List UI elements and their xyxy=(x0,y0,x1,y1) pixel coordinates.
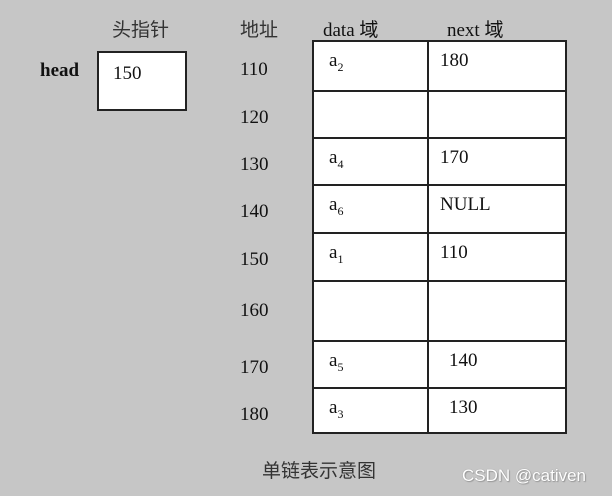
data-cell: a4 xyxy=(314,139,429,184)
linked-list-table: a2 180 a4 170 a6 NULL a1 110 a5 140 a3 130 xyxy=(312,40,567,434)
table-row: a6 NULL xyxy=(314,184,565,232)
next-value: 140 xyxy=(449,350,478,371)
table-row xyxy=(314,280,565,340)
table-row: a4 170 xyxy=(314,137,565,184)
data-base: a xyxy=(329,147,338,168)
next-value: 180 xyxy=(440,50,469,71)
address-label: 150 xyxy=(240,249,269,270)
data-cell xyxy=(314,282,429,340)
table-row xyxy=(314,90,565,137)
data-cell: a3 xyxy=(314,389,429,432)
data-cell: a1 xyxy=(314,234,429,280)
data-base: a xyxy=(329,50,338,71)
next-cell xyxy=(429,92,565,137)
data-base: a xyxy=(329,194,338,215)
data-cell xyxy=(314,92,429,137)
data-value: a1 xyxy=(329,242,343,267)
data-cell: a5 xyxy=(314,342,429,387)
data-value: a6 xyxy=(329,194,343,219)
data-base: a xyxy=(329,242,338,263)
data-cell: a6 xyxy=(314,186,429,232)
data-base: a xyxy=(329,397,338,418)
head-label: head xyxy=(40,60,80,81)
next-cell: 130 xyxy=(429,389,565,432)
address-label: 130 xyxy=(240,154,269,175)
head-pointer-header: 头指针 xyxy=(112,20,170,41)
data-value: a4 xyxy=(329,147,343,172)
table-row: a1 110 xyxy=(314,232,565,280)
table-row: a3 130 xyxy=(314,387,565,432)
data-cell: a2 xyxy=(314,42,429,90)
address-label: 170 xyxy=(240,357,269,378)
address-label: 140 xyxy=(240,201,269,222)
next-cell: 110 xyxy=(429,234,565,280)
next-cell: 170 xyxy=(429,139,565,184)
next-cell: 180 xyxy=(429,42,565,90)
next-cell: 140 xyxy=(429,342,565,387)
data-field-header: data 域 xyxy=(323,20,379,41)
data-subscript: 6 xyxy=(337,203,344,218)
watermark: CSDN @cativen xyxy=(462,466,587,485)
address-label: 110 xyxy=(240,59,268,80)
data-base: a xyxy=(329,350,338,371)
next-field-header: next 域 xyxy=(447,20,504,41)
head-pointer-box: 150 xyxy=(97,51,187,111)
address-label: 180 xyxy=(240,404,269,425)
table-row: a2 180 xyxy=(314,42,565,90)
next-value: 170 xyxy=(440,147,469,168)
data-value: a2 xyxy=(329,50,343,75)
next-value: 130 xyxy=(449,397,478,418)
next-cell xyxy=(429,282,565,340)
data-subscript: 2 xyxy=(337,59,344,74)
address-label: 160 xyxy=(240,300,269,321)
address-header: 地址 xyxy=(240,20,279,41)
table-row: a5 140 xyxy=(314,340,565,387)
data-subscript: 5 xyxy=(337,359,344,374)
next-value: 110 xyxy=(440,242,468,263)
caption: 单链表示意图 xyxy=(262,461,377,482)
address-label: 120 xyxy=(240,107,269,128)
data-subscript: 1 xyxy=(337,251,344,266)
head-value: 150 xyxy=(113,63,142,84)
data-subscript: 3 xyxy=(337,406,344,421)
data-value: a5 xyxy=(329,350,343,375)
data-subscript: 4 xyxy=(337,156,344,171)
next-cell: NULL xyxy=(429,186,565,232)
next-value: NULL xyxy=(440,194,491,215)
data-value: a3 xyxy=(329,397,343,422)
